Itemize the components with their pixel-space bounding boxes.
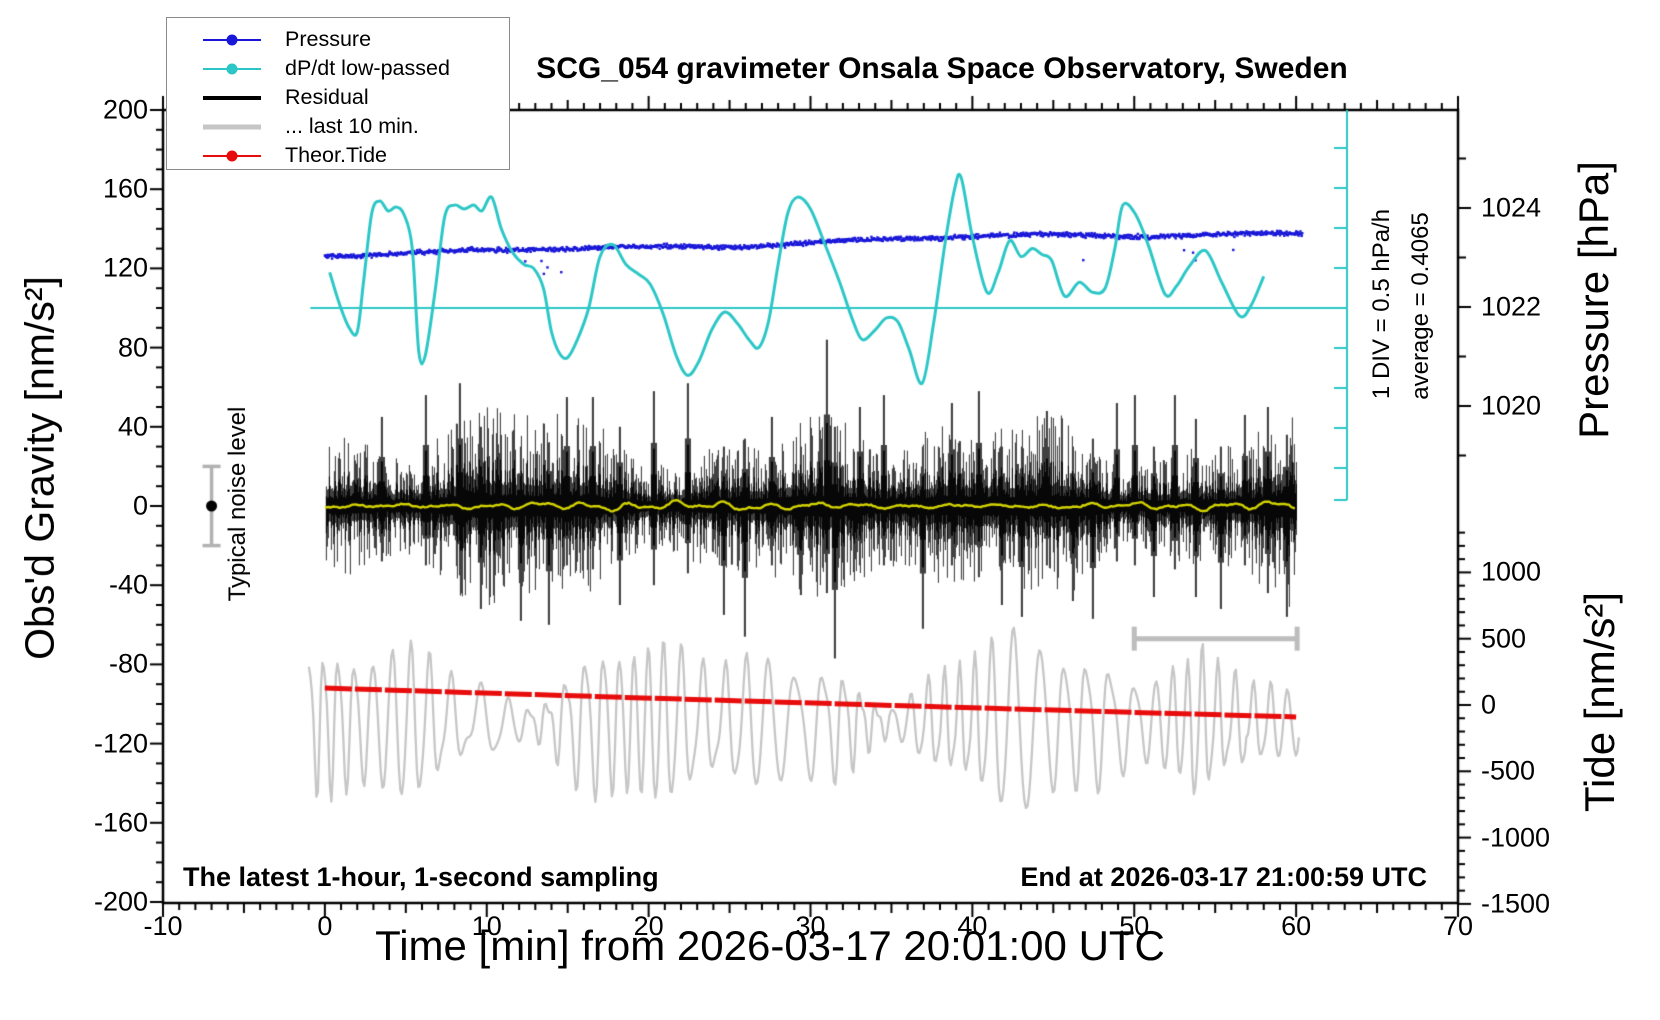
legend-swatch-last-10-min-icon bbox=[203, 112, 261, 141]
gravity-tick-label: 0 bbox=[132, 490, 148, 521]
legend-box: Pressure dP/dt low-passed Residual ... last… bbox=[166, 17, 510, 170]
legend-label-last-10-min: ... last 10 min. bbox=[285, 114, 419, 138]
gravity-tick-label: -80 bbox=[108, 648, 148, 679]
legend-item-theor-tide: Theor.Tide bbox=[167, 141, 509, 170]
gravity-tick-label: -40 bbox=[108, 569, 148, 600]
time-tick-label: -10 bbox=[143, 911, 183, 941]
chart-title: SCG_054 gravimeter Onsala Space Observat… bbox=[536, 52, 1348, 85]
tide-tick-label: 500 bbox=[1481, 623, 1527, 654]
time-tick-label: 10 bbox=[471, 911, 502, 941]
gravity-axis-label: Obs'd Gravity [nm/s²] bbox=[16, 276, 63, 660]
legend-item-residual: Residual bbox=[167, 83, 509, 112]
legend-swatch-theor-tide-icon bbox=[203, 141, 261, 170]
legend-swatch-residual-icon bbox=[203, 83, 261, 112]
gravity-tick-label: 40 bbox=[117, 411, 148, 442]
tide-axis-label: Tide [nm/s²] bbox=[1576, 591, 1623, 813]
tide-tick-label: -1500 bbox=[1481, 888, 1551, 919]
pressure-axis-label: Pressure [hPa] bbox=[1570, 161, 1617, 439]
legend-item-dp-dt-low-passed: dP/dt low-passed bbox=[167, 54, 509, 83]
tide-tick-label: -1000 bbox=[1481, 822, 1551, 853]
x-axis-label: Time [min] from 2026-03-17 20:01:00 UTC bbox=[375, 922, 1165, 969]
average-annotation: average = 0.4065 bbox=[1407, 212, 1434, 400]
gravity-tick-label: 160 bbox=[102, 173, 148, 204]
pressure-tick-label: 1022 bbox=[1481, 291, 1542, 322]
tide-tick-label: 1000 bbox=[1481, 556, 1542, 587]
typical-noise-level-label: Typical noise level bbox=[224, 406, 251, 602]
gravity-tick-label: 200 bbox=[102, 94, 148, 125]
legend-label-pressure: Pressure bbox=[285, 27, 372, 51]
time-tick-label: 30 bbox=[795, 911, 826, 941]
pressure-tick-label: 1020 bbox=[1481, 390, 1542, 421]
time-tick-label: 0 bbox=[317, 911, 333, 941]
legend-label-residual: Residual bbox=[285, 85, 369, 109]
gravity-tick-label: -120 bbox=[93, 728, 148, 759]
pressure-tick-label: 1024 bbox=[1481, 192, 1542, 223]
tide-tick-label: -500 bbox=[1481, 755, 1536, 786]
time-tick-label: 20 bbox=[633, 911, 664, 941]
legend-label-dp-dt-low-passed: dP/dt low-passed bbox=[285, 56, 450, 80]
time-tick-label: 40 bbox=[957, 911, 988, 941]
time-tick-label: 60 bbox=[1281, 911, 1312, 941]
legend-item-last-10-min: ... last 10 min. bbox=[167, 112, 509, 141]
gravity-tick-label: 120 bbox=[102, 252, 148, 283]
gravity-tick-label: -200 bbox=[93, 886, 148, 917]
time-tick-label: 70 bbox=[1442, 911, 1474, 941]
div-scale-annotation: 1 DIV = 0.5 hPa/h bbox=[1368, 208, 1395, 400]
gravity-tick-label: 80 bbox=[117, 332, 148, 363]
legend-swatch-pressure-icon bbox=[203, 25, 261, 54]
time-tick-label: 50 bbox=[1119, 911, 1150, 941]
tide-tick-label: 0 bbox=[1481, 689, 1497, 720]
gravity-tick-label: -160 bbox=[93, 807, 148, 838]
legend-item-pressure: Pressure bbox=[167, 25, 509, 54]
sampling-note: The latest 1-hour, 1-second sampling bbox=[183, 862, 659, 892]
legend-label-theor-tide: Theor.Tide bbox=[285, 143, 387, 167]
end-time-note: End at 2026-03-17 21:00:59 UTC bbox=[1020, 862, 1427, 892]
legend-swatch-dp-dt-low-passed-icon bbox=[203, 54, 261, 83]
